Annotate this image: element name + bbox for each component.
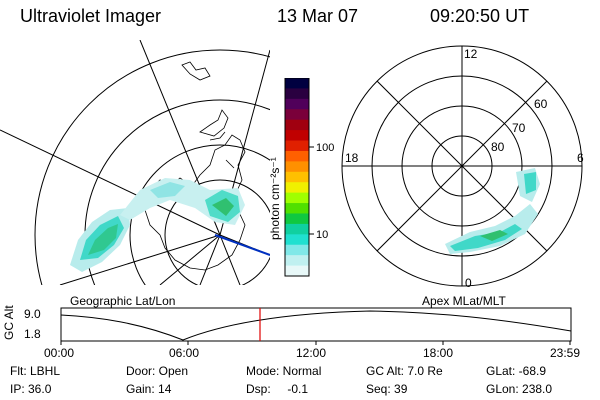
mlat-label-60: 60 bbox=[534, 97, 548, 111]
mlat-label-80: 80 bbox=[491, 140, 505, 154]
meridian-line bbox=[59, 234, 221, 285]
colorbar-gradient bbox=[285, 78, 309, 277]
latitude-circle bbox=[129, 144, 270, 285]
glat-info: GLat: -68.9 bbox=[486, 364, 547, 378]
geographic-map-panel bbox=[0, 40, 270, 285]
coastline bbox=[144, 61, 246, 271]
meridian-line bbox=[219, 234, 241, 285]
colorbar-stripe bbox=[285, 161, 309, 173]
colorbar-stripe bbox=[285, 130, 309, 142]
polar-auroral-emission bbox=[445, 168, 540, 254]
glon-info: GLon: 238.0 bbox=[486, 382, 553, 396]
mlat-label-70: 70 bbox=[512, 121, 526, 135]
colorbar-stripe bbox=[285, 265, 309, 277]
time-tick-1800: 18:00 bbox=[423, 346, 454, 360]
colorbar-stripe bbox=[285, 234, 309, 246]
colorbar-stripe bbox=[285, 171, 309, 183]
altitude-plot bbox=[60, 307, 572, 345]
seq-info: Seq: 39 bbox=[366, 382, 408, 396]
mlt-label-12: 12 bbox=[464, 47, 478, 61]
colorbar-stripe bbox=[285, 88, 309, 100]
colorbar-stripe bbox=[285, 213, 309, 225]
mlt-label-6: 6 bbox=[577, 151, 584, 165]
altitude-curve bbox=[60, 310, 572, 341]
mlt-label-0: 0 bbox=[465, 276, 472, 289]
latitude-circle bbox=[34, 49, 270, 285]
gc-alt-info: GC Alt: 7.0 Re bbox=[366, 364, 443, 378]
left-panel-caption: Geographic Lat/Lon bbox=[70, 294, 176, 308]
colorbar-stripe bbox=[285, 223, 309, 235]
altitude-axis-label: GC Alt bbox=[2, 305, 16, 340]
meridian-line bbox=[199, 234, 221, 285]
date-label: 13 Mar 07 bbox=[277, 6, 359, 26]
filter-info: Flt: LBHL bbox=[10, 364, 61, 378]
colorbar-stripe bbox=[285, 203, 309, 214]
altitude-tick-low: 1.8 bbox=[24, 327, 41, 341]
sun-direction-line bbox=[214, 234, 270, 256]
colorbar-stripe bbox=[285, 98, 309, 110]
colorbar-label: photon cm⁻²s⁻¹ bbox=[268, 157, 282, 240]
colorbar: 100 10 bbox=[284, 78, 334, 277]
colorbar-stripe bbox=[285, 192, 309, 204]
colorbar-stripe bbox=[285, 140, 309, 152]
colorbar-stripe bbox=[285, 150, 309, 162]
mlt-label-18: 18 bbox=[345, 151, 359, 165]
meridian-line bbox=[0, 129, 221, 236]
mlt-diagonal bbox=[376, 80, 548, 252]
colorbar-tick-10: 10 bbox=[316, 229, 328, 241]
apex-polar-panel: 12 18 6 0 60 70 80 bbox=[341, 45, 584, 289]
colorbar-stripe bbox=[285, 119, 309, 131]
latitude-circle bbox=[164, 179, 270, 285]
colorbar-stripe bbox=[285, 255, 309, 267]
dsp-info: Dsp: -0.1 bbox=[246, 382, 309, 396]
mode-info: Mode: Normal bbox=[246, 364, 322, 378]
time-tick-1200: 12:00 bbox=[296, 346, 327, 360]
colorbar-stripe bbox=[285, 78, 309, 89]
colorbar-stripe bbox=[285, 182, 309, 194]
right-panel-caption: Apex MLat/MLT bbox=[422, 294, 506, 308]
altitude-tick-high: 9.0 bbox=[24, 307, 41, 321]
colorbar-stripe bbox=[285, 244, 309, 256]
time-tick-2359: 23:59 bbox=[550, 346, 581, 360]
time-tick-0600: 06:00 bbox=[169, 346, 200, 360]
time-tick-0000: 00:00 bbox=[44, 346, 75, 360]
colorbar-tick-100: 100 bbox=[316, 142, 334, 154]
instrument-title: Ultraviolet Imager bbox=[20, 6, 162, 26]
colorbar-stripe bbox=[285, 109, 309, 121]
meridian-line bbox=[159, 234, 221, 285]
ip-info: IP: 36.0 bbox=[10, 382, 52, 396]
time-label: 09:20:50 UT bbox=[430, 6, 530, 26]
gain-info: Gain: 14 bbox=[126, 382, 172, 396]
auroral-emission bbox=[70, 178, 245, 272]
door-info: Door: Open bbox=[126, 364, 189, 378]
